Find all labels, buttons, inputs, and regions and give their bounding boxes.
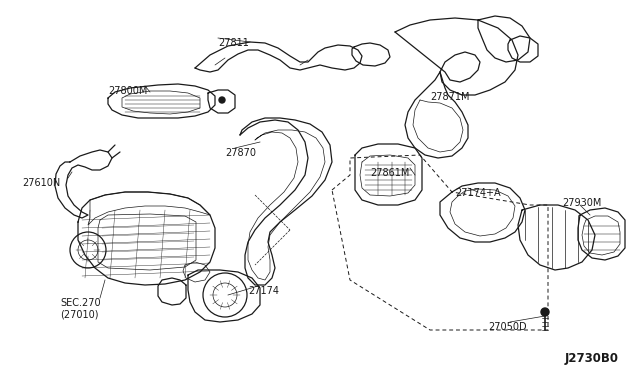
Text: 27174+A: 27174+A [455, 188, 500, 198]
Circle shape [541, 308, 549, 316]
Text: 27800M: 27800M [108, 86, 147, 96]
Text: 27930M: 27930M [562, 198, 602, 208]
Text: 27050D: 27050D [488, 322, 527, 332]
Text: 27174: 27174 [248, 286, 279, 296]
Text: 27870: 27870 [225, 148, 256, 158]
Text: 27861M: 27861M [370, 168, 410, 178]
Text: 27811: 27811 [218, 38, 249, 48]
Text: SEC.270
(27010): SEC.270 (27010) [60, 298, 100, 320]
Text: J2730B0: J2730B0 [565, 352, 619, 365]
Text: 27871M: 27871M [430, 92, 470, 102]
Text: 27610N: 27610N [22, 178, 60, 188]
Circle shape [219, 97, 225, 103]
